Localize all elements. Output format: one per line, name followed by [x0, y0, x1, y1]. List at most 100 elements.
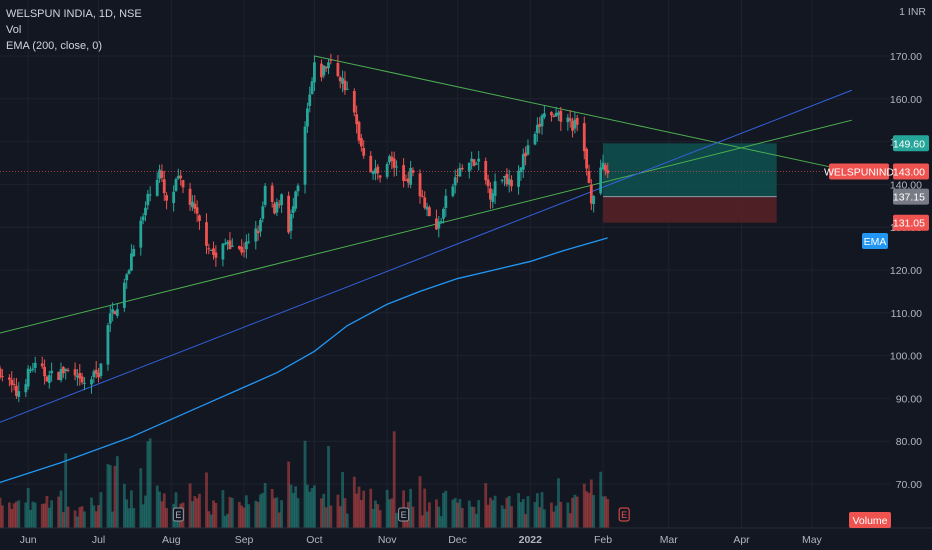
volume-bar [66, 506, 70, 528]
earnings-marker-icon [172, 507, 184, 522]
volume-bar [10, 509, 14, 528]
candle-body [322, 65, 326, 76]
candle-body [181, 180, 185, 188]
candle-body [113, 311, 117, 315]
candle-body [535, 124, 539, 134]
candle-body [470, 158, 474, 162]
volume-bar [458, 499, 462, 528]
volume-bar [45, 495, 49, 528]
candle-body [376, 166, 380, 174]
volume-bar [592, 495, 596, 528]
candle-body [61, 367, 65, 374]
target-price-badge-box [893, 135, 929, 152]
candle-body [411, 170, 415, 173]
candle-body [148, 194, 152, 196]
volume-bar [188, 483, 192, 528]
candle-body [336, 62, 340, 77]
volume-bar [130, 490, 133, 528]
ema-indicator-label[interactable]: EMA (200, close, 0) [6, 40, 102, 52]
volume-bar [242, 507, 246, 528]
candle-body [270, 185, 274, 202]
candle-body [507, 178, 511, 185]
currency-label: 1 INR [899, 6, 926, 18]
volume-bar [503, 508, 506, 528]
volume-bar [557, 478, 560, 528]
volume-bar [550, 502, 553, 528]
candle-body [125, 274, 129, 281]
time-tick-label: Oct [306, 534, 322, 546]
candle-body [519, 167, 523, 173]
volume-bar [64, 453, 68, 528]
candle-body [57, 372, 61, 381]
volume-bar [489, 497, 492, 528]
candle-body [294, 191, 298, 209]
volume-bar [362, 490, 366, 528]
volume-bar [256, 502, 260, 528]
time-tick-label: Sep [235, 534, 254, 546]
candle-body [489, 188, 492, 200]
volume-bar [357, 486, 361, 528]
volume-badge: Volume [852, 515, 887, 527]
price-axis[interactable]: 1 INR170.00160.00150.00140.00130.00120.0… [890, 6, 927, 491]
candle-body [97, 372, 100, 378]
candle-body [420, 195, 424, 197]
candle-body [139, 220, 143, 248]
volume-bar [254, 500, 258, 528]
volume-bar [369, 488, 373, 528]
candle-body [390, 156, 394, 162]
volume-indicator-label[interactable]: Vol [6, 24, 22, 36]
volume-bar [477, 500, 481, 528]
candle-body [467, 162, 471, 172]
price-tick-label: 70.00 [896, 479, 922, 491]
candle-body [385, 164, 389, 177]
candle-body [486, 179, 490, 187]
stop-price-badge-box [893, 214, 929, 231]
volume-bar [552, 511, 556, 528]
candle-body [484, 160, 488, 181]
candle-body [226, 242, 230, 245]
volume-bar [230, 498, 234, 528]
volume-bar [425, 511, 429, 528]
price-tick-label: 120.00 [890, 265, 922, 277]
candle-body [585, 148, 589, 169]
volume-bar [345, 513, 349, 528]
candle-body [320, 63, 323, 78]
volume-bar [313, 485, 316, 528]
volume-bar [47, 507, 51, 528]
candle-body [310, 81, 314, 95]
long-position-tool[interactable] [603, 143, 777, 223]
trendlines[interactable] [0, 55, 852, 424]
candle-body [209, 249, 213, 251]
time-tick-label: Feb [594, 534, 612, 546]
symbol-title[interactable]: WELSPUN INDIA, 1D, NSE [6, 8, 142, 20]
volume-bar [90, 497, 93, 528]
volume-bar [341, 472, 344, 528]
candle-body [162, 179, 166, 194]
volume-bar [294, 486, 298, 528]
volume-bar [214, 502, 218, 528]
candle-body [59, 369, 63, 381]
volume-bar [212, 500, 215, 528]
volume-bar [0, 497, 2, 528]
volume-bar [310, 488, 314, 528]
volume-bar [122, 483, 126, 528]
candle-body [313, 62, 316, 83]
volume-bar [472, 506, 476, 528]
candle-body [280, 194, 283, 206]
volume-bar [191, 501, 194, 528]
price-tick-label: 110.00 [891, 308, 922, 320]
candle-body [155, 179, 159, 196]
volume-bar [223, 515, 227, 528]
time-axis[interactable]: Jun Jul Aug Sep Oct Nov Dec 2022 Feb Mar Apr May [0, 527, 932, 546]
candle-body [395, 166, 398, 168]
candle-body [179, 175, 183, 179]
volume-bar [80, 506, 84, 528]
volume-bar [141, 504, 145, 528]
volume-bar [7, 502, 11, 528]
volume-bar [519, 502, 523, 528]
candle-body [160, 170, 164, 178]
candle-body [575, 117, 579, 125]
